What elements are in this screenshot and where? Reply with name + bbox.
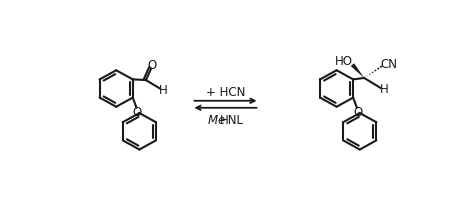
Text: $\it{Me}$: $\it{Me}$	[207, 113, 226, 126]
Text: H: H	[380, 83, 388, 96]
Polygon shape	[351, 64, 364, 79]
Text: HO: HO	[335, 55, 353, 68]
Text: O: O	[133, 106, 142, 119]
Text: H: H	[159, 83, 168, 96]
Text: CN: CN	[380, 58, 397, 71]
Text: + HCN: + HCN	[206, 85, 245, 98]
Text: O: O	[353, 106, 362, 119]
Text: HNL: HNL	[220, 113, 244, 126]
Text: O: O	[147, 59, 156, 71]
